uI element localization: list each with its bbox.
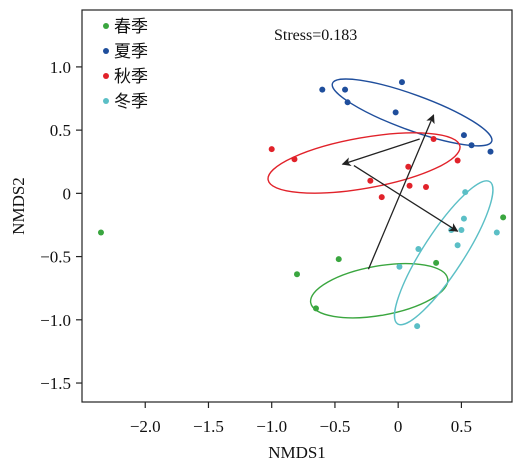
legend-swatch bbox=[103, 23, 109, 29]
data-point-series-3 bbox=[462, 189, 469, 196]
data-point-series-1 bbox=[392, 109, 399, 116]
data-point-series-2 bbox=[406, 182, 413, 189]
data-point-series-0 bbox=[97, 229, 104, 236]
legend-label: 秋季 bbox=[114, 67, 148, 87]
vector-arrow bbox=[367, 114, 435, 270]
data-point-series-2 bbox=[268, 146, 275, 153]
data-point-series-0 bbox=[294, 271, 300, 278]
x-tick-label: −1.5 bbox=[193, 417, 224, 436]
data-point-series-2 bbox=[291, 156, 298, 163]
y-tick-label: −1.0 bbox=[40, 311, 71, 330]
ellipse-series-3 bbox=[393, 180, 494, 326]
data-point-series-1 bbox=[344, 99, 351, 106]
y-tick-label: 0 bbox=[63, 184, 72, 203]
legend-label: 冬季 bbox=[114, 92, 148, 112]
plot-frame bbox=[81, 9, 513, 403]
data-point-series-3 bbox=[396, 263, 403, 270]
vector-arrow bbox=[353, 164, 459, 232]
data-point-series-1 bbox=[342, 86, 349, 93]
data-point-series-2 bbox=[405, 163, 412, 170]
data-point-series-3 bbox=[414, 323, 421, 330]
data-point-series-0 bbox=[500, 214, 507, 221]
x-tick-label: −1.0 bbox=[256, 417, 287, 436]
y-tick-label: −1.5 bbox=[40, 374, 71, 393]
legend-swatch bbox=[103, 73, 109, 79]
ellipse-layer bbox=[267, 78, 494, 326]
ellipse-series-0 bbox=[309, 262, 449, 319]
x-tick-label: 0.5 bbox=[451, 417, 472, 436]
legend-label: 春季 bbox=[114, 17, 148, 37]
legend-label: 夏季 bbox=[114, 42, 148, 62]
data-point-series-2 bbox=[423, 184, 429, 191]
legend-swatch bbox=[103, 98, 109, 104]
data-point-series-0 bbox=[433, 259, 440, 266]
x-tick-label: −2.0 bbox=[130, 417, 161, 436]
x-tick-label: 0 bbox=[394, 417, 403, 436]
tick-layer: −2.0 −1.5 −1.0 −0.5 0 0.5 1.0 0.5 0 −0.5 −1.0 −1.5 bbox=[40, 58, 472, 436]
data-point-series-1 bbox=[398, 79, 405, 86]
data-point-series-1 bbox=[319, 86, 326, 93]
data-point-series-1 bbox=[460, 132, 467, 139]
vector-arrow bbox=[341, 138, 420, 167]
y-tick-label: −0.5 bbox=[40, 248, 71, 267]
y-tick-label: 1.0 bbox=[50, 58, 71, 77]
data-point-series-3 bbox=[493, 229, 500, 236]
data-point-series-3 bbox=[458, 227, 465, 234]
y-tick-label: 0.5 bbox=[50, 121, 71, 140]
y-axis-title: NMDS2 bbox=[9, 177, 28, 235]
x-axis-title: NMDS1 bbox=[268, 443, 326, 462]
data-point-series-2 bbox=[367, 177, 374, 184]
data-point-series-0 bbox=[312, 305, 319, 312]
point-layer bbox=[97, 79, 507, 330]
x-tick-label: −0.5 bbox=[320, 417, 351, 436]
ellipse-series-2 bbox=[267, 132, 461, 194]
data-point-series-2 bbox=[378, 194, 385, 201]
legend-swatch bbox=[103, 48, 109, 54]
data-point-series-3 bbox=[415, 245, 422, 252]
ellipse-series-1 bbox=[331, 78, 493, 147]
data-point-series-1 bbox=[487, 148, 494, 155]
data-point-series-3 bbox=[460, 215, 467, 222]
data-point-series-2 bbox=[454, 157, 461, 164]
data-point-series-2 bbox=[430, 135, 437, 142]
data-point-series-1 bbox=[468, 142, 475, 149]
data-point-series-3 bbox=[454, 242, 461, 249]
arrow-layer bbox=[341, 114, 459, 270]
stress-annotation: Stress=0.183 bbox=[274, 27, 357, 44]
data-point-series-0 bbox=[335, 256, 342, 263]
